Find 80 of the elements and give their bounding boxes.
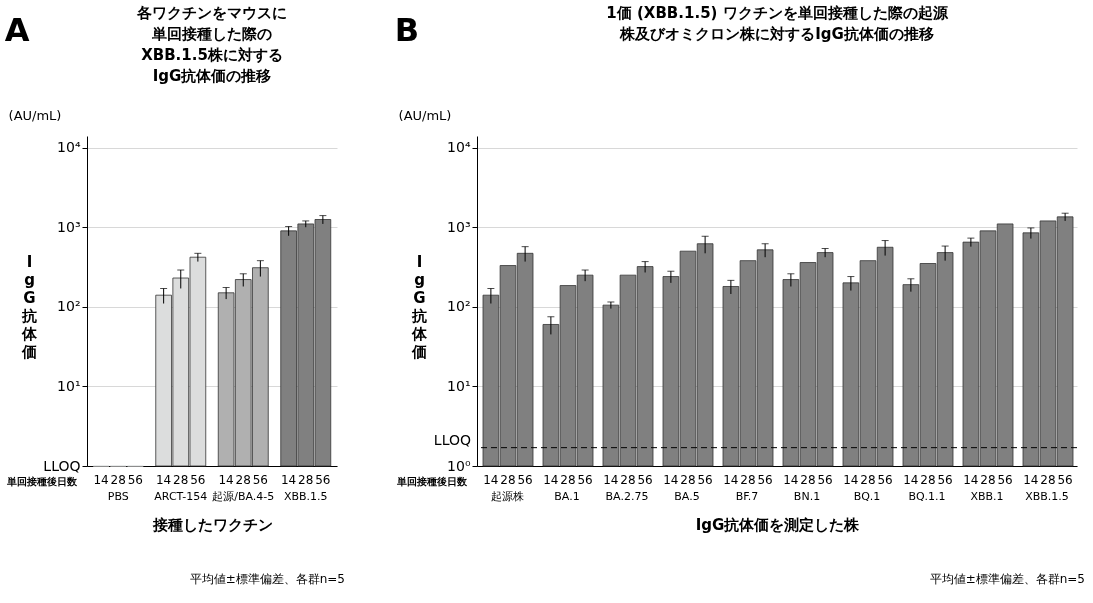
x-tick-label: ARCT-154 [154, 489, 208, 503]
text: 28 [740, 473, 756, 487]
text: (AU/mL) [8, 108, 62, 123]
text: A [4, 11, 30, 49]
text: 28 [680, 473, 696, 487]
text: 56 [757, 473, 773, 487]
x-tick-label: BN.1 [793, 489, 821, 503]
text: 14 [218, 473, 234, 487]
series-label: 28 [110, 473, 126, 487]
text: 28 [1040, 473, 1056, 487]
x-tick-label: BA.2.75 [605, 489, 649, 503]
text: 28 [860, 473, 876, 487]
series-label: 14 [93, 473, 109, 487]
x-tick-label: BQ.1.1 [908, 489, 946, 503]
text: 28 [980, 473, 996, 487]
text: 14 [843, 473, 859, 487]
chart-title: 1価 (XBB.1.5) ワクチンを単回接種した際の起源株及びオミクロン株に対するIgG抗体価の推移 [606, 4, 949, 43]
text: 単回接種後日数 [396, 476, 468, 487]
y-tick-label: 10² [57, 298, 81, 315]
text: 56 [190, 473, 206, 487]
text: 28 [800, 473, 816, 487]
y-tick-label: 10⁴ [57, 139, 81, 156]
text: 56 [937, 473, 953, 487]
chart-title: 各ワクチンをマウスに単回接種した際のXBB.1.5株に対するIgG抗体価の推移 [136, 4, 287, 85]
text: 14 [663, 473, 679, 487]
y-tick-label: 10¹ [447, 377, 471, 394]
text: 14 [280, 473, 297, 487]
y-tick-label: 10³ [447, 218, 471, 235]
text: 28 [298, 473, 314, 487]
x-tick-label: XBB.1.5 [1025, 489, 1069, 503]
x-axis-title: 接種したワクチン [151, 515, 273, 534]
text: 14 [1023, 473, 1039, 487]
text: 14 [155, 473, 172, 487]
x-tick-label: 起源/BA.4-5 [212, 489, 275, 503]
text: 平均値±標準偏差、各群n=5 [189, 572, 345, 586]
series-label: 14 [483, 473, 499, 487]
y-tick-label: LLOQ [43, 457, 81, 474]
x-tick-label: PBS [107, 489, 129, 503]
y-tick-label: 10¹ [57, 377, 81, 394]
x-tick-label: 起源株 [490, 489, 524, 503]
text: 14 [903, 473, 919, 487]
x-tick-label: BA.1 [554, 489, 580, 503]
text: 56 [877, 473, 893, 487]
text: 56 [315, 473, 331, 487]
x-tick-label: BA.5 [674, 489, 700, 503]
text: 28 [560, 473, 576, 487]
text: 56 [997, 473, 1013, 487]
text: 56 [577, 473, 593, 487]
series-label: 56 [127, 473, 144, 487]
text: 28 [235, 473, 251, 487]
text: 28 [620, 473, 636, 487]
series-label: 56 [517, 473, 533, 487]
x-tick-label: BQ.1 [853, 489, 881, 503]
x-tick-label: XBB.1.5 [283, 489, 328, 503]
text: 56 [697, 473, 713, 487]
text: B [394, 11, 420, 49]
text: 14 [723, 473, 739, 487]
text: (AU/mL) [398, 108, 452, 123]
y-axis-title: IgG抗体価 [411, 252, 428, 361]
x-tick-label: XBB.1 [970, 489, 1004, 503]
y-tick-label: 10⁴ [447, 139, 471, 156]
text: 14 [963, 473, 979, 487]
text: 56 [637, 473, 653, 487]
y-tick-label: 10³ [57, 218, 81, 235]
y-tick-label: 10² [447, 298, 471, 315]
text: 平均値±標準偏差、各群n=5 [929, 572, 1085, 586]
text: 14 [603, 473, 619, 487]
text: 28 [173, 473, 189, 487]
text: 28 [920, 473, 936, 487]
text: 14 [783, 473, 799, 487]
y-tick-label: 10⁰ [447, 457, 471, 474]
text: 単回接種後日数 [6, 476, 78, 487]
x-tick-label: BF.7 [735, 489, 759, 503]
text: 56 [1057, 473, 1073, 487]
series-label: 28 [500, 473, 516, 487]
text: 14 [543, 473, 559, 487]
text: 56 [817, 473, 833, 487]
x-axis-title: IgG抗体価を測定した株 [695, 515, 861, 534]
y-axis-title: IgG抗体価 [21, 252, 38, 361]
text: 56 [252, 473, 269, 487]
